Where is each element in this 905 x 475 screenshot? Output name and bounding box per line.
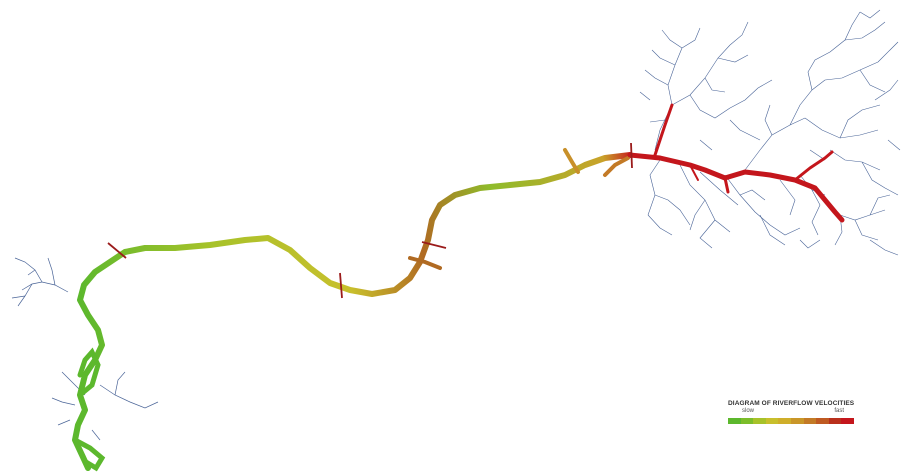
main-river-channel <box>72 152 633 471</box>
legend-swatch <box>740 418 754 424</box>
downstream-braided-channels <box>72 347 106 472</box>
legend-title: DIAGRAM OF RIVERFLOW VELOCITIES <box>728 400 855 407</box>
legend-end-labels: slow fast <box>728 407 858 416</box>
legend-swatch <box>765 418 779 424</box>
legend-swatch <box>778 418 791 424</box>
legend-swatch <box>790 418 804 424</box>
cross-section-marker-4 <box>630 142 633 169</box>
upstream-fast-channel <box>627 103 845 223</box>
legend-swatch <box>803 418 817 424</box>
cross-section-marker-1 <box>107 242 127 259</box>
legend-swatch <box>816 418 829 424</box>
legend-swatch <box>841 418 854 424</box>
legend-fast-label: fast <box>834 408 844 414</box>
cross-section-marker-3 <box>421 241 447 249</box>
velocity-legend: DIAGRAM OF RIVERFLOW VELOCITIES slow fas… <box>728 400 858 424</box>
middle-side-arms <box>408 148 630 270</box>
legend-color-scale <box>728 418 854 424</box>
upper-tributary-network <box>639 9 901 256</box>
legend-slow-label: slow <box>742 408 755 414</box>
legend-swatch <box>728 418 741 424</box>
legend-swatch <box>828 418 842 424</box>
cross-section-markers <box>107 142 633 299</box>
cross-section-marker-2 <box>339 272 343 299</box>
legend-swatch <box>753 418 766 424</box>
